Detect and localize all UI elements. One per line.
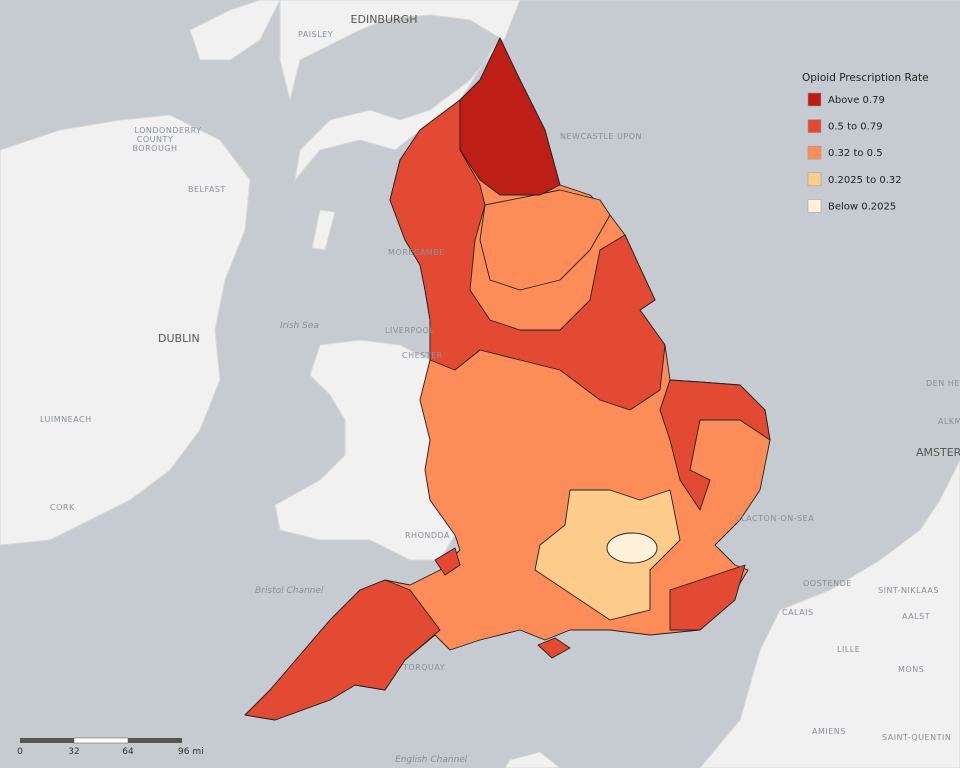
- legend-swatch: [807, 199, 822, 213]
- place-label: MONS: [898, 665, 924, 674]
- legend-label: Above 0.79: [828, 95, 885, 106]
- place-label: LONDONDERRY: [134, 126, 201, 135]
- sea-label: English Channel: [395, 755, 468, 765]
- legend-label: 0.5 to 0.79: [828, 122, 883, 133]
- place-label: TORQUAY: [402, 663, 445, 672]
- scale-label: 32: [68, 747, 79, 757]
- scale-bar: 0 32 64 96 mi: [17, 737, 204, 757]
- place-label: CORK: [50, 503, 75, 512]
- place-label: CHESTER: [402, 351, 443, 360]
- sea-label: Bristol Channel: [255, 586, 324, 596]
- region-bristol: [434, 547, 461, 576]
- region-south-west: [244, 579, 441, 721]
- place-label: BOROUGH: [132, 144, 177, 153]
- scale-segment: [128, 738, 182, 743]
- place-label: SINT-NIKLAAS: [878, 586, 939, 595]
- continent: [699, 459, 960, 768]
- scale-label: 96 mi: [178, 747, 204, 757]
- region-north-west: [389, 99, 666, 411]
- place-label: NEWCASTLE UPON: [560, 132, 642, 141]
- place-label: ALKM: [938, 417, 960, 426]
- place-label: LIVERPOOL: [385, 326, 434, 335]
- legend-label: Below 0.2025: [828, 201, 896, 212]
- legend-swatch: [807, 145, 822, 160]
- ireland: [0, 114, 251, 546]
- legend-swatch: [807, 119, 822, 133]
- place-label: MORECAMBE: [388, 248, 445, 257]
- place-label: LILLE: [837, 645, 860, 654]
- place-label: BELFAST: [188, 185, 226, 194]
- legend-title: Opioid Prescription Rate: [802, 72, 929, 84]
- place-label: AMIENS: [812, 727, 846, 736]
- place-label: AMSTER: [916, 446, 960, 459]
- place-label: SAINT-QUENTIN: [882, 733, 951, 742]
- place-label: CLACTON-ON-SEA: [735, 514, 814, 523]
- legend-swatch: [807, 92, 822, 107]
- region-yorkshire: [479, 189, 611, 291]
- isle-of-man: [311, 209, 336, 251]
- jersey: [504, 751, 561, 768]
- region-home-counties: [534, 489, 681, 621]
- place-label: COUNTY: [137, 135, 174, 144]
- place-label: DEN HE: [926, 379, 960, 388]
- place-label: PAISLEY: [298, 30, 333, 39]
- region-east-anglia: [659, 379, 771, 511]
- legend-label: 0.2025 to 0.32: [828, 175, 902, 186]
- place-label: EDINBURGH: [351, 13, 418, 26]
- legend-label: 0.32 to 0.5: [828, 148, 883, 159]
- scale-segment: [73, 737, 129, 744]
- sea-label: Irish Sea: [280, 321, 319, 331]
- scale-label: 0: [17, 747, 23, 757]
- region-north-east: [459, 37, 561, 196]
- region-kent: [669, 564, 746, 631]
- legend-swatch: [807, 172, 822, 187]
- place-label: CALAIS: [782, 608, 814, 617]
- place-label: DUBLIN: [158, 332, 200, 345]
- isle-of-wight: [537, 637, 571, 659]
- scotland: [279, 0, 960, 182]
- scale-segment: [20, 738, 74, 743]
- place-label: OOSTENDE: [803, 579, 852, 588]
- place-label: RHONDDA: [405, 531, 450, 540]
- scotland-isles: [189, 0, 281, 61]
- region-inner-london: [606, 532, 658, 564]
- scale-label: 64: [122, 747, 134, 757]
- place-label: LUIMNEACH: [40, 415, 92, 424]
- legend: Opioid Prescription Rate Above 0.79 0.5 t…: [802, 72, 929, 213]
- place-label: AALST: [902, 612, 930, 621]
